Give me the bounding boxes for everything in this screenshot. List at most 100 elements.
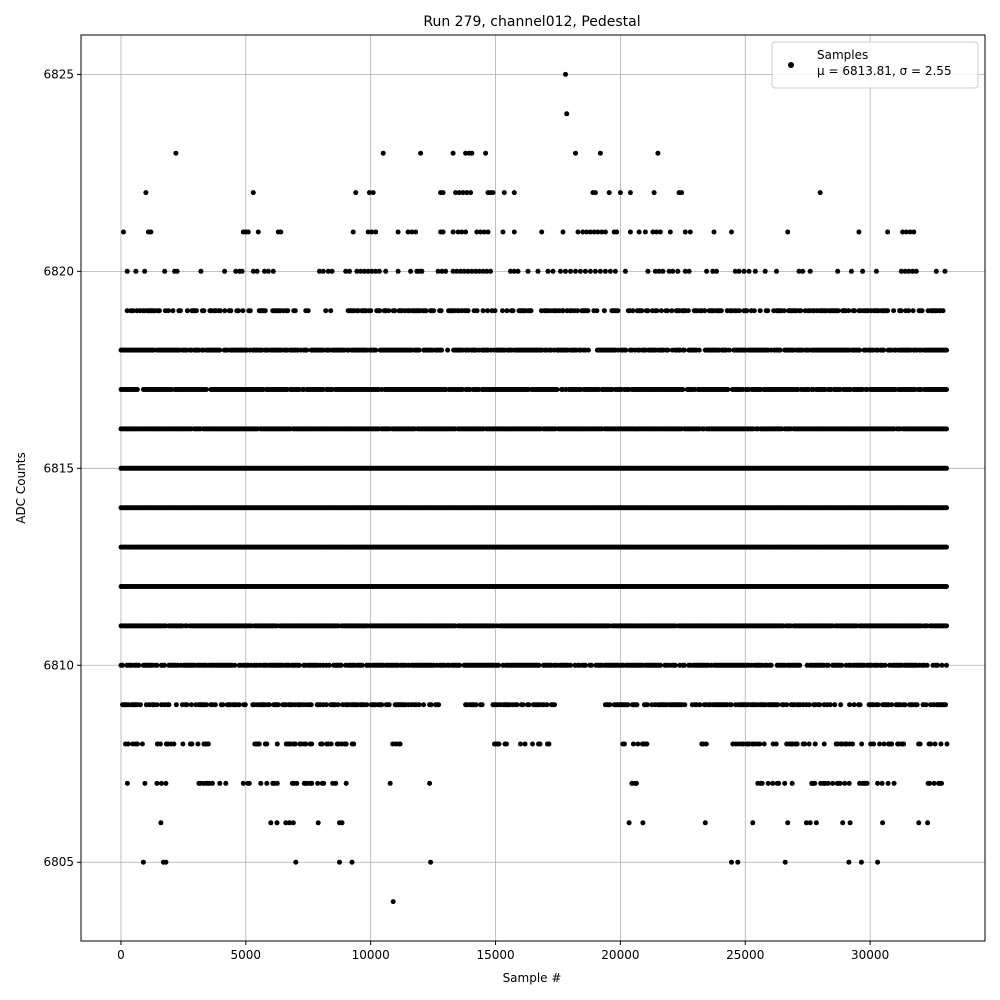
data-point [416,347,422,353]
data-point [680,387,686,392]
data-point [944,387,949,392]
data-point [588,662,594,668]
data-point [220,702,226,708]
data-point [485,308,491,314]
data-point [797,662,803,668]
data-point [438,308,444,314]
data-point [615,308,621,314]
data-point [585,347,591,353]
data-point [445,347,451,353]
data-point [852,308,858,314]
data-point [203,387,209,392]
data-point [910,308,916,314]
data-point [798,308,804,314]
data-point [744,308,750,314]
data-point [134,387,140,392]
data-point [228,308,234,314]
data-point [781,308,787,314]
data-point [457,662,463,668]
data-point [681,347,687,353]
data-point [510,308,516,314]
data-point [188,702,194,708]
data-point [338,662,344,668]
data-point [891,308,897,314]
data-point [944,465,949,471]
data-point [201,308,207,314]
data-point [193,308,199,314]
data-point [165,308,171,314]
data-point [262,308,268,314]
data-point [235,308,241,314]
data-point [120,662,125,668]
data-point [924,662,930,668]
data-point [857,347,863,353]
data-point [585,308,591,314]
data-point [423,308,429,314]
data-point [474,308,480,314]
data-point [137,702,143,708]
data-point [177,308,183,314]
data-point [431,308,437,314]
data-point [304,347,310,353]
data-point [240,308,246,314]
data-point [882,662,888,668]
data-point [326,662,332,668]
data-point [377,308,383,314]
data-point [825,662,831,668]
data-point [439,347,445,353]
data-point [718,308,724,314]
data-point [881,347,887,353]
data-point [217,347,223,353]
data-point [726,347,732,353]
data-point [166,702,172,708]
data-point [480,308,486,314]
data-points [118,71,950,905]
data-point [944,584,949,589]
chart-title: Run 279, channel012, Pedestal [423,14,640,30]
data-point [630,308,636,314]
data-point [161,662,167,668]
data-point [465,308,471,314]
data-point [751,308,757,314]
data-point [154,702,160,708]
data-point [835,308,841,314]
data-point [702,308,708,314]
data-point [736,308,742,314]
data-point [154,662,160,668]
data-point [919,308,925,314]
data-point [685,308,691,314]
data-point [136,662,142,668]
data-point [757,308,763,314]
data-point [846,308,852,314]
data-point [594,308,600,314]
data-point [222,308,228,314]
data-point [242,702,248,708]
data-point [669,308,675,314]
data-point [156,308,162,314]
data-point [944,662,949,668]
data-point [296,662,302,668]
data-point [658,308,664,314]
data-point [639,308,645,314]
data-point [582,662,588,668]
data-point [504,308,510,314]
data-point [944,623,949,629]
data-point [285,308,291,314]
data-point [236,702,242,708]
data-point [944,347,949,353]
data-point [232,662,238,668]
data-point [184,702,190,708]
data-point [935,662,941,668]
data-point [368,308,374,314]
data-point [568,662,573,668]
data-point [392,308,398,314]
data-point [217,308,223,314]
data-point [665,347,671,353]
data-point [906,308,912,314]
data-point [645,308,651,314]
data-point [575,308,580,314]
data-point [696,347,702,353]
data-point [944,426,949,432]
